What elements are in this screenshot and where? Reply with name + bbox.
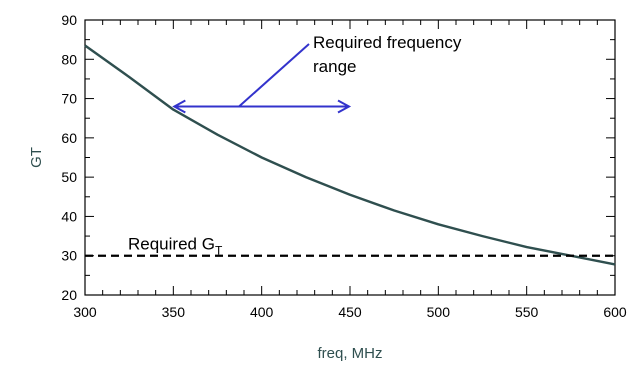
required-gt-label-main: Required G [128,235,215,254]
minor-ticks [85,20,615,295]
required-range-label-line1: Required frequency [313,33,462,52]
y-tick-label: 70 [61,91,77,107]
y-tick-label: 20 [61,287,77,303]
major-ticks [84,19,616,296]
x-tick-label: 600 [603,304,627,320]
y-tick-label: 90 [61,12,77,28]
y-tick-labels: 20 30 40 50 60 70 80 90 [61,12,77,303]
range-arrow-right-head [337,99,352,114]
annotation-layer: Required GT Required frequency range [128,33,462,258]
y-tick-label: 80 [61,51,77,67]
required-gt-label-subscript: T [215,244,223,258]
range-arrow-left-head [172,99,186,114]
range-leader-line [238,43,310,108]
series-layer [84,44,616,266]
required-range-label-line2: range [313,57,356,76]
y-tick-label: 50 [61,169,77,185]
x-tick-label: 500 [427,304,451,320]
x-tick-label: 450 [338,304,362,320]
y-tick-label: 30 [61,248,77,264]
y-tick-label: 40 [61,208,77,224]
x-tick-label: 550 [515,304,539,320]
y-axis-title: GT [28,147,45,168]
required-gt-label: Required GT [128,235,223,258]
gt-series-line [84,44,616,266]
x-tick-label: 300 [73,304,97,320]
x-axis-title: freq, MHz [317,345,382,362]
y-tick-label: 60 [61,130,77,146]
x-tick-label: 350 [162,304,186,320]
x-tick-labels: 300 350 400 450 500 550 600 [73,304,627,320]
x-tick-label: 400 [250,304,274,320]
